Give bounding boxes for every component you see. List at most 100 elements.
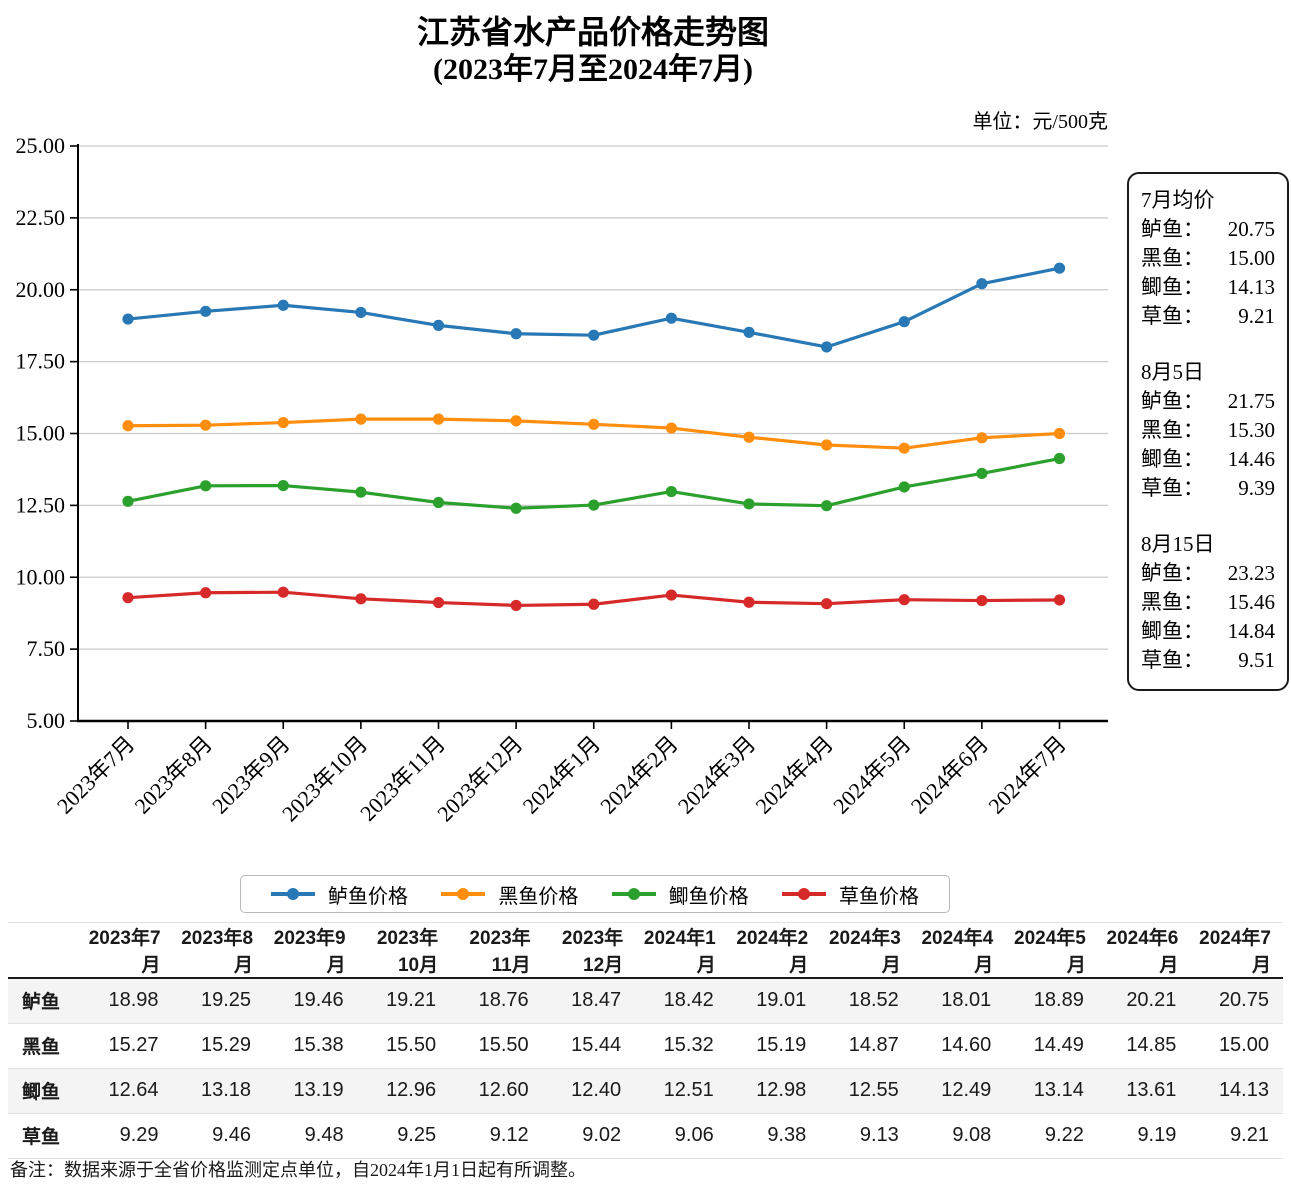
table-cell: 9.02	[582, 1124, 622, 1146]
data-point	[1053, 452, 1066, 465]
data-point	[898, 481, 910, 493]
panel-entry: 草鱼： 9.39	[1141, 474, 1275, 503]
panel-entry: 鲈鱼： 23.23	[1141, 559, 1275, 588]
data-point	[898, 442, 910, 454]
x-tick-label: 2023年7月	[52, 731, 140, 819]
y-tick-label: 15.00	[16, 421, 66, 446]
panel-entry-value: 9.39	[1238, 476, 1275, 500]
data-point	[976, 467, 988, 480]
panel-entry-label: 鲫鱼：	[1141, 619, 1204, 643]
panel-entry-label: 黑鱼：	[1141, 418, 1204, 442]
panel-entry-value: 21.75	[1227, 389, 1275, 413]
table-cell: 15.29	[201, 1034, 252, 1056]
legend-label: 鲈鱼价格	[328, 885, 408, 908]
table-cell: 18.98	[108, 989, 159, 1012]
y-tick-label: 10.00	[16, 564, 66, 589]
legend-item: 黑鱼价格	[441, 880, 578, 909]
panel-entry: 黑鱼： 15.46	[1141, 588, 1275, 617]
panel-entry-value: 9.21	[1238, 304, 1275, 328]
data-point	[200, 305, 212, 317]
panel-entry: 鲫鱼： 14.13	[1141, 273, 1275, 302]
table-cell: 12.49	[941, 1079, 992, 1101]
legend-label: 黑鱼价格	[498, 885, 579, 908]
table-cell: 15.50	[386, 1034, 437, 1056]
data-point	[510, 599, 522, 612]
page-subtitle: (2023年7月至2024年7月)	[433, 53, 753, 86]
panel-entry-label: 草鱼：	[1141, 476, 1204, 500]
table-cell: 15.50	[478, 1034, 529, 1056]
data-point	[200, 587, 212, 599]
data-point	[432, 413, 445, 425]
data-point	[588, 499, 600, 511]
table-column-header: 2023年10月	[376, 928, 439, 976]
table-body: 鲈鱼 18.98 19.25 19.46 19.21 18.76 18.47 18.42 19.…	[8, 978, 1283, 1158]
table-header: 2023年7月 2023年8月 2023年9月 2023年10月 2023年11月 202…	[8, 922, 1283, 978]
data-point	[665, 422, 677, 434]
panel-entry-label: 鲈鱼：	[1141, 561, 1204, 585]
table-cell: 14.49	[1033, 1034, 1084, 1056]
table-column-header: 2023年7月	[88, 928, 161, 976]
table-cell: 15.44	[571, 1034, 622, 1056]
data-point	[588, 598, 600, 610]
x-tick-label: 2024年3月	[673, 731, 761, 819]
table-cell: 12.51	[663, 1079, 714, 1101]
table-cell: 9.08	[952, 1124, 992, 1146]
table-cell: 9.06	[674, 1124, 714, 1146]
table-cell: 20.21	[1126, 989, 1177, 1012]
table-column-header: 2024年7月	[1199, 928, 1271, 976]
y-tick-label: 20.00	[16, 277, 66, 302]
data-point	[355, 413, 367, 425]
table-cell: 18.89	[1033, 989, 1084, 1012]
table-cell: 15.32	[663, 1034, 714, 1056]
price-data-table: 2023年7月 2023年8月 2023年9月 2023年10月 2023年11月 202…	[8, 922, 1283, 1159]
table-cell: 9.25	[397, 1124, 437, 1146]
table-cell: 14.85	[1126, 1034, 1177, 1056]
legend-dot-icon	[287, 888, 299, 900]
panel-entry-value: 15.30	[1227, 418, 1275, 442]
panel-section-title: 8月5日	[1141, 360, 1204, 384]
data-point	[665, 589, 677, 601]
table-row-label: 黑鱼	[22, 1037, 61, 1058]
table-cell: 9.29	[119, 1124, 159, 1146]
panel-entry: 草鱼： 9.51	[1141, 646, 1275, 675]
data-point	[821, 500, 833, 512]
data-point	[821, 598, 833, 610]
legend-line-marker-icon	[271, 888, 315, 900]
data-point	[122, 495, 134, 507]
panel-entry-label: 草鱼：	[1141, 648, 1204, 672]
table-cell: 9.21	[1230, 1124, 1269, 1146]
panel-section-title: 7月均价	[1141, 188, 1215, 212]
page-title: 江苏省水产品价格走势图	[416, 14, 769, 50]
data-point	[1053, 594, 1066, 606]
table-column-header: 2023年12月	[561, 928, 624, 976]
panel-entry-label: 鲫鱼：	[1141, 275, 1204, 299]
data-point	[277, 479, 289, 492]
data-point	[200, 419, 212, 431]
data-point	[743, 596, 755, 608]
legend-label: 草鱼价格	[838, 885, 919, 908]
y-tick-label: 17.50	[16, 349, 66, 374]
panel-section: 7月均价 鲈鱼： 20.75 黑鱼： 15.00 鲫鱼： 14.13 草鱼： 9.21	[1141, 186, 1275, 331]
data-point	[122, 313, 134, 325]
data-point	[743, 498, 755, 510]
legend-line-marker-icon	[781, 888, 826, 900]
table-cell: 12.55	[848, 1079, 899, 1101]
data-point	[122, 420, 134, 432]
legend-item: 鲈鱼价格	[271, 880, 408, 909]
footer-note: 备注：数据来源于全省价格监测定点单位，自2024年1月1日起有所调整。	[10, 1160, 586, 1180]
legend-item: 草鱼价格	[781, 880, 919, 909]
data-point	[898, 594, 910, 606]
panel-entry: 黑鱼： 15.00	[1141, 244, 1275, 273]
table-column-header: 2023年11月	[469, 928, 531, 976]
data-point	[432, 496, 445, 509]
table-header-row: 2023年7月 2023年8月 2023年9月 2023年10月 2023年11月 202…	[8, 922, 1283, 978]
data-point	[821, 341, 833, 353]
chart-title-block: 江苏省水产品价格走势图 (2023年7月至2024年7月)	[0, 12, 1186, 88]
table-cell: 15.00	[1218, 1034, 1269, 1056]
data-point	[122, 592, 134, 604]
data-point	[976, 594, 988, 607]
table-cell: 18.52	[848, 989, 899, 1012]
legend-line-marker-icon	[441, 888, 486, 900]
summary-panel: 7月均价 鲈鱼： 20.75 黑鱼： 15.00 鲫鱼： 14.13 草鱼： 9.21 8月5日鲈…	[1127, 172, 1289, 691]
x-tick-label: 2024年6月	[906, 731, 994, 819]
